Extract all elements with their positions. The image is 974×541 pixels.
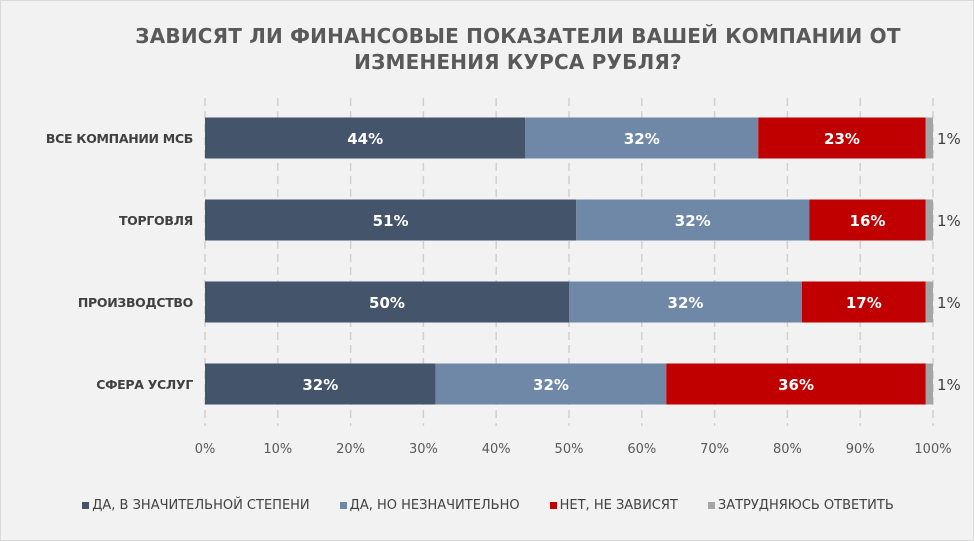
bar-segment: [925, 281, 933, 323]
data-label: 1%: [937, 376, 961, 394]
bar-segment: [801, 281, 926, 323]
bar-segment: [205, 281, 569, 323]
legend-swatch: [339, 502, 347, 509]
legend-item: ДА, В ЗНАЧИТЕЛЬНОЙ СТЕПЕНИ: [82, 498, 310, 513]
chart-title-line-2: ИЗМЕНЕНИЯ КУРСА РУБЛЯ?: [354, 50, 682, 74]
legend-label: НЕТ, НЕ ЗАВИСЯТ: [559, 498, 678, 513]
data-label: 17%: [846, 294, 882, 312]
bar-segment: [435, 363, 667, 405]
x-tick-label: 40%: [482, 442, 511, 457]
x-tick-label: 100%: [914, 442, 951, 457]
bar-segment: [569, 281, 802, 323]
data-label: 50%: [369, 294, 405, 312]
x-tick-label: 20%: [336, 442, 365, 457]
x-tick-label: 30%: [409, 442, 438, 457]
data-label: 32%: [668, 294, 704, 312]
data-label: 44%: [347, 130, 383, 148]
category-label: ТОРГОВЛЯ: [119, 213, 193, 228]
x-tick-label: 10%: [263, 442, 292, 457]
data-label: 23%: [824, 130, 860, 148]
data-label: 32%: [302, 376, 338, 394]
category-label: ВСЕ КОМПАНИИ МСБ: [46, 131, 193, 146]
bar-segment: [205, 117, 526, 159]
data-label: 1%: [937, 294, 961, 312]
legend-item: НЕТ, НЕ ЗАВИСЯТ: [549, 498, 678, 513]
x-tick-label: 50%: [555, 442, 584, 457]
bar-segment: [925, 363, 933, 405]
bar-segment: [925, 117, 933, 159]
x-tick-label: 70%: [700, 442, 729, 457]
bar-segment: [576, 199, 810, 241]
bar-segment: [205, 363, 436, 405]
data-label: 32%: [675, 212, 711, 230]
x-tick-label: 0%: [195, 442, 216, 457]
bar-segment: [205, 199, 577, 241]
legend-swatch: [549, 502, 557, 509]
data-label: 32%: [624, 130, 660, 148]
category-label: СФЕРА УСЛУГ: [96, 377, 193, 392]
x-tick-label: 90%: [846, 442, 875, 457]
data-label: 51%: [373, 212, 409, 230]
bar-segment: [666, 363, 926, 405]
data-label: 16%: [850, 212, 886, 230]
legend-label: ДА, НО НЕЗНАЧИТЕЛЬНО: [349, 498, 520, 513]
legend: ДА, В ЗНАЧИТЕЛЬНОЙ СТЕПЕНИ ДА, НО НЕЗНАЧИ…: [1, 498, 973, 513]
x-tick-label: 60%: [627, 442, 656, 457]
bar-segment: [525, 117, 759, 159]
chart-title-line-1: ЗАВИСЯТ ЛИ ФИНАНСОВЫЕ ПОКАЗАТЕЛИ ВАШЕЙ К…: [135, 24, 901, 48]
data-label: 36%: [778, 376, 814, 394]
legend-item: ДА, НО НЕЗНАЧИТЕЛЬНО: [339, 498, 520, 513]
legend-swatch: [82, 502, 90, 509]
x-tick-label: 80%: [773, 442, 802, 457]
legend-item: ЗАТРУДНЯЮСЬ ОТВЕТИТЬ: [707, 498, 894, 513]
category-label: ПРОИЗВОДСТВО: [78, 295, 193, 310]
legend-swatch: [707, 502, 715, 509]
bar-segment: [758, 117, 926, 159]
chart-title: ЗАВИСЯТ ЛИ ФИНАНСОВЫЕ ПОКАЗАТЕЛИ ВАШЕЙ К…: [1, 23, 973, 75]
legend-label: ДА, В ЗНАЧИТЕЛЬНОЙ СТЕПЕНИ: [92, 498, 310, 513]
legend-label: ЗАТРУДНЯЮСЬ ОТВЕТИТЬ: [717, 498, 894, 513]
data-label: 32%: [533, 376, 569, 394]
data-label: 1%: [937, 130, 961, 148]
bar-segment: [809, 199, 926, 241]
data-label: 1%: [937, 212, 961, 230]
bar-segment: [925, 199, 933, 241]
